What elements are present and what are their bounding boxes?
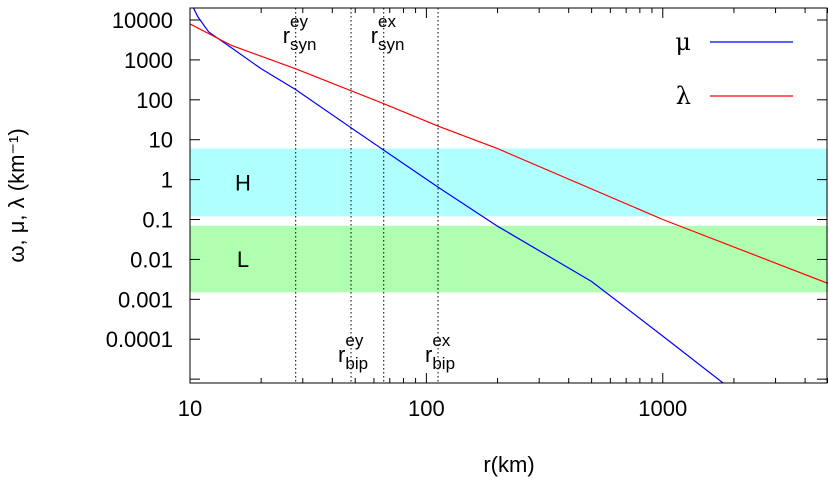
marker-label-sup: ey [345,331,363,350]
marker-label-sub: bip [432,354,455,373]
y-tick-label: 0.1 [142,208,173,233]
marker-label-bip-ex: rex bip [425,331,455,373]
plot-frame [189,7,828,384]
marker-label-bip-ey: rey bip [338,331,368,373]
y-tick-label: 10 [149,128,173,153]
marker-label-sup: ey [290,12,308,31]
bands-layer: HL [190,148,828,293]
legend-label-0: μ [675,28,691,56]
x-axis-title: r(km) [483,452,534,477]
marker-label-sup: ex [432,331,450,350]
x-tick-label: 100 [408,396,445,421]
marker-label-base: r [283,23,290,48]
y-tick-label: 1000 [124,48,173,73]
series-line-0 [192,8,724,383]
legend-layer: μλ [675,28,793,110]
y-tick-label: 100 [136,88,173,113]
y-tick-label: 0.01 [130,247,173,272]
y-tick-label: 0.001 [118,287,173,312]
marker-label-base: r [371,23,378,48]
marker-label-syn-ex: rex syn [371,12,405,54]
x-tick-label: 1000 [638,396,687,421]
series-line-1 [190,23,828,284]
band-label-h: H [235,170,251,195]
band-label-l: L [237,247,249,272]
band-l [190,225,828,293]
band-h [190,148,828,217]
y-axis-title: ω, μ, λ (km⁻¹) [4,128,29,262]
marker-label-syn-ey: rey syn [283,12,317,54]
x-tick-label: 10 [178,396,202,421]
series-layer [190,8,828,383]
marker-label-base: r [425,342,432,367]
marker-label-sub: syn [378,35,404,54]
y-tick-label: 0.0001 [106,327,173,352]
marker-label-sub: syn [290,35,316,54]
marker-label-sup: ex [378,12,396,31]
marker-label-base: r [338,342,345,367]
y-tick-label: 10000 [112,8,173,33]
y-tick-label: 1 [161,168,173,193]
legend-label-1: λ [676,82,691,110]
marker-label-sub: bip [345,354,368,373]
ticks-layer: 10 100 1000 10000 1000 100 10 1 0.1 0.01 0.001 0.00… [106,8,828,421]
